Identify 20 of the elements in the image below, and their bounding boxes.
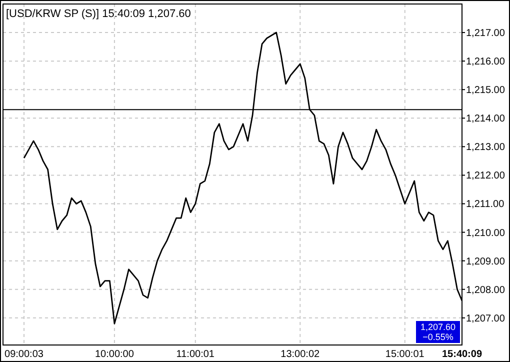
y-tick-label: 1,209.00 xyxy=(466,256,506,268)
y-tick-label: 1,214.00 xyxy=(466,114,506,125)
y-tick-label: 1,213.00 xyxy=(466,142,506,154)
y-tick-label: 1,216.00 xyxy=(466,56,506,68)
y-tick-label: 1,210.00 xyxy=(466,228,506,239)
y-tick-label: 1,208.00 xyxy=(466,284,506,296)
x-tick-label: 10:00:00 xyxy=(94,349,134,360)
x-tick-label: 15:40:09 xyxy=(442,349,482,360)
x-tick-label: 11:00:01 xyxy=(176,349,215,360)
y-tick-label: 1,212.00 xyxy=(466,170,506,182)
x-tick-label: 13:00:02 xyxy=(280,349,320,360)
y-tick-label: 1,211.00 xyxy=(466,199,505,210)
x-tick-label: 09:00:03 xyxy=(4,349,44,360)
y-tick-label: 1,215.00 xyxy=(466,85,506,96)
x-tick-label: 15:00:01 xyxy=(385,349,425,360)
y-tick-label: 1,217.00 xyxy=(466,28,506,40)
y-tick-label: 1,207.00 xyxy=(466,313,506,324)
chart-title: [USD/KRW SP (S)] 15:40:09 1,207.60 xyxy=(6,8,191,20)
annotation: −0.55% xyxy=(422,332,454,342)
annotation: 1,207.60 xyxy=(420,322,456,332)
